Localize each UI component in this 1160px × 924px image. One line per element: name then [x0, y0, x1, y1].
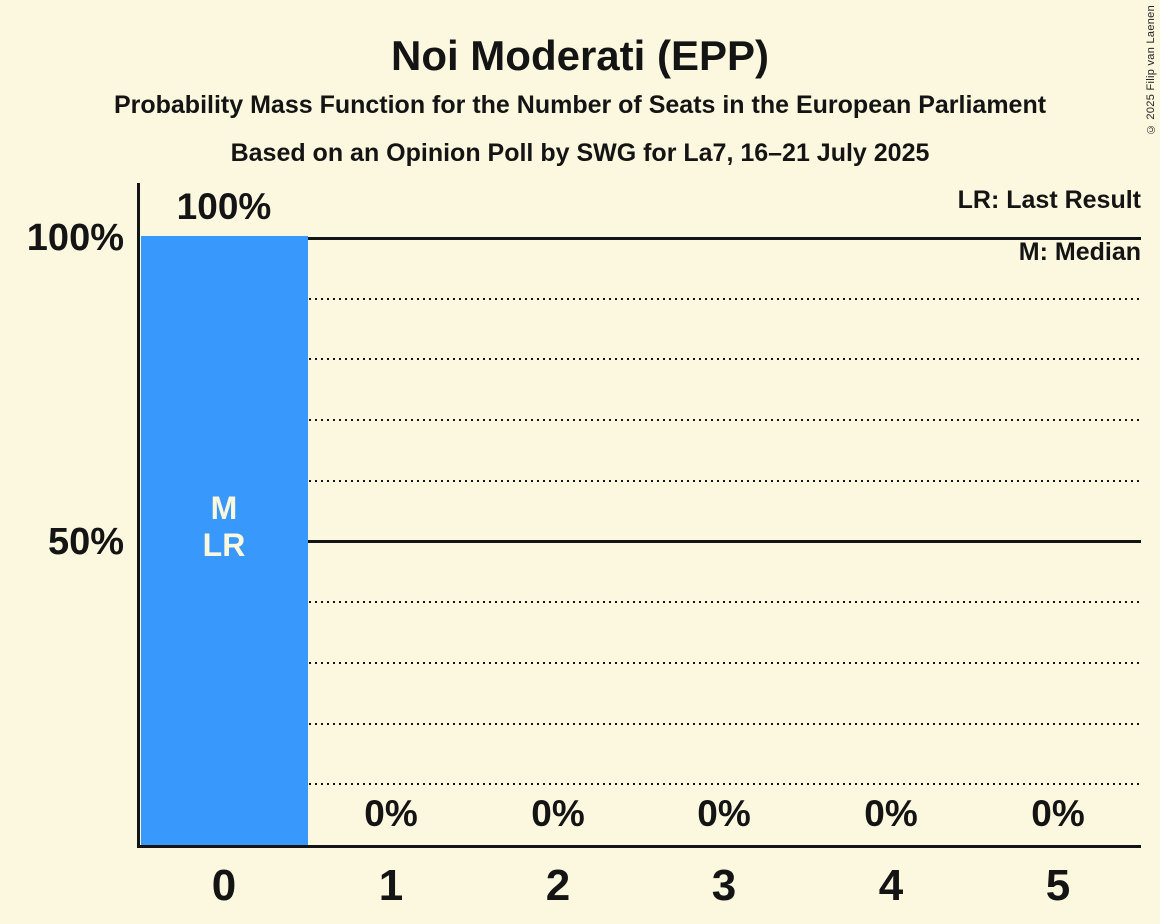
gridline-20pct [141, 723, 1141, 725]
x-tick-0: 0 [211, 861, 237, 910]
gridline-70pct [141, 419, 1141, 421]
x-tick-4: 4 [878, 861, 904, 910]
y-tick-50pct: 50% [47, 521, 124, 563]
value-label-seats-2: 0% [531, 793, 585, 834]
gridline-30pct [141, 662, 1141, 664]
legend-median: M: Median [1018, 238, 1141, 266]
y-axis-line [137, 183, 140, 848]
value-label-seats-1: 0% [364, 793, 418, 834]
gridline-90pct [141, 298, 1141, 300]
bar-annotation-median-lastresult: M LR [141, 490, 307, 564]
value-label-seats-0: 100% [176, 186, 272, 227]
gridline-80pct [141, 358, 1141, 360]
x-tick-5: 5 [1045, 861, 1071, 910]
bar-annotation-line: M [210, 490, 238, 526]
x-axis-line [137, 845, 1141, 848]
x-tick-1: 1 [378, 861, 404, 910]
bar-annotation-line: LR [202, 527, 246, 563]
gridline-10pct [141, 783, 1141, 785]
gridline-solid-100pct [141, 237, 1141, 240]
y-tick-100pct: 100% [26, 217, 124, 259]
gridline-solid-50pct [141, 540, 1141, 543]
chart-subtitle: Probability Mass Function for the Number… [113, 91, 1047, 119]
gridline-60pct [141, 480, 1141, 482]
chart-title: Noi Moderati (EPP) [390, 32, 770, 79]
legend-last-result: LR: Last Result [957, 186, 1141, 214]
gridline-40pct [141, 601, 1141, 603]
x-tick-2: 2 [545, 861, 571, 910]
value-label-seats-3: 0% [697, 793, 751, 834]
value-label-seats-4: 0% [864, 793, 918, 834]
value-label-seats-5: 0% [1031, 793, 1085, 834]
chart-poll-info: Based on an Opinion Poll by SWG for La7,… [230, 139, 930, 167]
bar-seats-0 [141, 236, 308, 845]
x-tick-3: 3 [711, 861, 737, 910]
